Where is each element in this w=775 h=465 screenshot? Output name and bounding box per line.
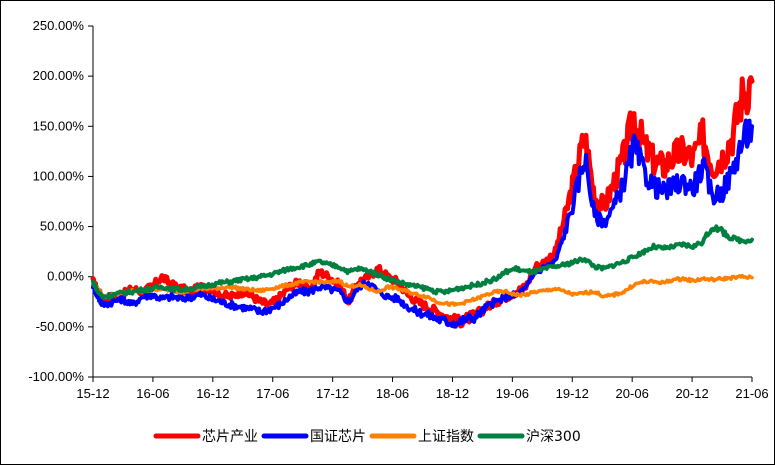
y-tick-label: 50.00% — [40, 219, 85, 234]
y-axis: -100.00% -50.00% 0.00% 50.00% 100.00% 150.00%… — [28, 18, 94, 384]
x-tick-label: 20-06 — [616, 386, 649, 401]
x-tick-label: 19-12 — [556, 386, 589, 401]
y-tick-label: 0.00% — [47, 269, 84, 284]
x-tick-label: 17-06 — [256, 386, 289, 401]
x-axis: 15-12 16-06 16-12 17-06 17-12 18-06 18-12 19-06… — [76, 376, 769, 401]
series-lines — [90, 75, 755, 329]
x-tick-label: 21-06 — [735, 386, 768, 401]
legend-label: 沪深300 — [526, 429, 581, 445]
series-line-2 — [91, 118, 754, 329]
x-tick-label: 18-12 — [436, 386, 469, 401]
series-line-4 — [91, 224, 754, 300]
legend: 芯片产业 国证芯片 上证指数 沪深300 — [153, 429, 581, 445]
x-tick-label: 16-12 — [196, 386, 229, 401]
x-tick-label: 17-12 — [316, 386, 349, 401]
y-tick-label: 200.00% — [33, 68, 85, 83]
y-tick-label: -50.00% — [36, 319, 85, 334]
y-tick-label: 100.00% — [33, 168, 85, 183]
legend-label: 芯片产业 — [202, 429, 258, 445]
x-tick-label: 15-12 — [76, 386, 109, 401]
y-tick-label: 150.00% — [33, 118, 85, 133]
legend-label: 国证芯片 — [310, 429, 366, 445]
x-tick-label: 20-12 — [675, 386, 708, 401]
x-tick-label: 18-06 — [376, 386, 409, 401]
x-tick-label: 19-06 — [496, 386, 529, 401]
y-tick-label: 250.00% — [33, 18, 85, 33]
y-tick-label: -100.00% — [28, 369, 84, 384]
legend-label: 上证指数 — [418, 429, 474, 445]
x-tick-label: 16-06 — [136, 386, 169, 401]
